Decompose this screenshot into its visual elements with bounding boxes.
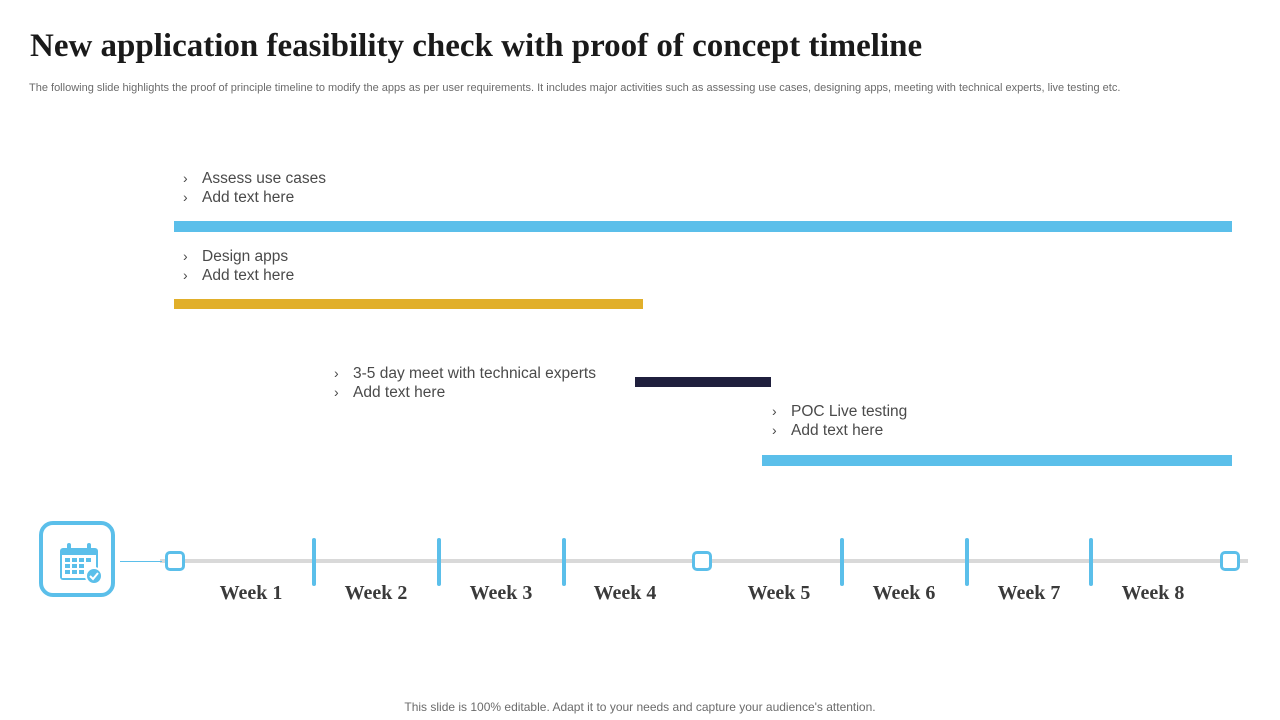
task-label-assess: › Assess use cases › Add text here [183,169,326,207]
task-title: 3-5 day meet with technical experts [353,365,596,382]
task-detail: Add text here [202,267,295,284]
task-label-design: › Design apps › Add text here [183,247,294,285]
task-detail: Add text here [791,422,884,439]
task-label-meet: › 3-5 day meet with technical experts › Ad… [334,364,596,402]
task-detail: Add text here [353,384,446,401]
week-label-1: Week 1 [219,582,283,604]
chevron-right-icon: › [183,267,188,283]
task-label-poc: › POC Live testing › Add text here [772,402,907,440]
chevron-right-icon: › [772,422,777,438]
timeline-connector [120,561,162,562]
timeline-tick [312,538,316,586]
slide-title: New application feasibility check with p… [30,28,923,64]
week-label-5: Week 5 [747,582,811,604]
chevron-right-icon: › [183,248,188,264]
timeline-tick [562,538,566,586]
timeline-tick [437,538,441,586]
chevron-right-icon: › [334,384,339,400]
week-label-8: Week 8 [1121,582,1185,604]
timeline-node-mid [692,551,712,571]
chevron-right-icon: › [334,365,339,381]
timeline-tick [1089,538,1093,586]
calendar-icon [60,543,103,585]
chevron-right-icon: › [183,189,188,205]
week-label-4: Week 4 [593,582,657,604]
timeline-tick [965,538,969,586]
week-label-2: Week 2 [344,582,408,604]
chevron-right-icon: › [183,170,188,186]
task-title: Assess use cases [202,170,327,187]
task-title: POC Live testing [791,403,908,420]
timeline-node-start [165,551,185,571]
calendar-badge [39,521,115,597]
slide-footer: This slide is 100% editable. Adapt it to… [404,700,876,714]
week-label-3: Week 3 [469,582,533,604]
task-bar-poc [762,455,1232,466]
week-label-6: Week 6 [872,582,936,604]
task-title: Design apps [202,248,289,265]
timeline-tick [840,538,844,586]
task-detail: Add text here [202,189,295,206]
task-bar-assess [174,221,1232,232]
chevron-right-icon: › [772,403,777,419]
task-bar-design [174,299,643,309]
slide-subtitle: The following slide highlights the proof… [29,82,1121,94]
week-label-7: Week 7 [997,582,1061,604]
task-bar-meet [635,377,771,387]
timeline-node-end [1220,551,1240,571]
